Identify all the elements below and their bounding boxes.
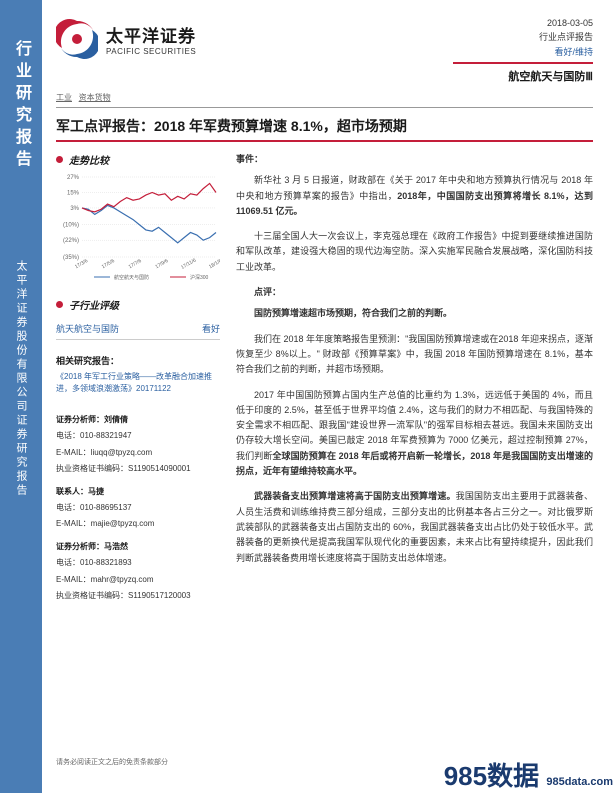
para-2: 十三届全国人大一次会议上，李克强总理在《政府工作报告》中提到要继续推进国防和军队…	[236, 229, 593, 275]
analyst-1-cert: 执业资格证书编码：S1190514090001	[56, 462, 220, 476]
svg-text:航空航天与国防: 航空航天与国防	[114, 274, 149, 281]
watermark: 985数据 985data.com	[444, 756, 613, 793]
related-reports: 相关研究报告： 《2018 年军工行业策略——改革融合加速推进，多领域浪潮激荡》…	[56, 354, 220, 395]
content-wrapper: 走势比较 27%15%3%(10%)(22%)(35%)17/3/617/5/6…	[56, 152, 593, 605]
svg-text:(10%): (10%)	[63, 223, 79, 229]
report-title: 军工点评报告：2018 年军费预算增速 8.1%，超市场预期	[56, 116, 593, 136]
sidebar-title-main: 行业研究报告	[9, 40, 33, 172]
analyst-3-cert: 执业资格证书编码：S1190517120003	[56, 589, 220, 603]
bullet-icon	[56, 301, 63, 308]
analyst-1-name: 证券分析师：刘倩倩	[56, 413, 220, 427]
breadcrumb: 工业 资本货物	[56, 92, 593, 108]
related-text: 《2018 年军工行业策略——改革融合加速推进，多领域浪潮激荡》20171122	[56, 371, 220, 395]
analyst-2-tel: 电话：010-88695137	[56, 501, 220, 515]
para-1: 新华社 3 月 5 日报道，财政部在《关于 2017 年中央和地方预算执行情况与…	[236, 173, 593, 219]
event-label: 事件：	[236, 152, 593, 167]
logo-cn: 太平洋证券	[106, 22, 196, 47]
logo-en: PACIFIC SECURITIES	[106, 47, 196, 56]
analyst-1-tel: 电话：010-88321947	[56, 429, 220, 443]
analyst-2-name: 联系人：马捷	[56, 485, 220, 499]
rating-value: 看好	[202, 322, 220, 335]
svg-text:(35%): (35%)	[63, 255, 79, 261]
analyst-2-email: E-MAIL：majie@tpyzq.com	[56, 517, 220, 531]
bullet-icon	[56, 156, 63, 163]
chart-title: 走势比较	[69, 152, 109, 167]
trend-chart: 27%15%3%(10%)(22%)(35%)17/3/617/5/617/7/…	[56, 173, 220, 283]
analyst-3-name: 证券分析师：马浩然	[56, 540, 220, 554]
related-title: 相关研究报告：	[56, 354, 220, 367]
svg-text:27%: 27%	[67, 175, 80, 181]
svg-text:3%: 3%	[70, 206, 79, 212]
report-date: 2018-03-05	[453, 18, 593, 28]
svg-text:17/9/6: 17/9/6	[154, 258, 169, 270]
breadcrumb-1: 工业	[56, 93, 72, 102]
para-5: 2017 年中国国防预算占国内生产总值的比重约为 1.3%，远远低于美国的 4%…	[236, 388, 593, 480]
svg-text:17/11/6: 17/11/6	[180, 257, 197, 270]
analyst-1-email: E-MAIL：liuqq@tpyzq.com	[56, 446, 220, 460]
analyst-3-tel: 电话：010-88321893	[56, 556, 220, 570]
logo-text: 太平洋证券 PACIFIC SECURITIES	[106, 22, 196, 56]
sidebar-title-sub: 太平洋证券股份有限公司证券研究报告	[13, 260, 29, 498]
report-type: 行业点评报告	[453, 30, 593, 43]
svg-text:18/1/6: 18/1/6	[208, 258, 220, 270]
svg-text:(22%): (22%)	[63, 238, 79, 244]
header: 太平洋证券 PACIFIC SECURITIES 2018-03-05 行业点评…	[56, 18, 593, 84]
para-6: 武器装备支出预算增速将高于国防支出预算增速。我国国防支出主要用于武器装备、人员生…	[236, 489, 593, 565]
svg-text:15%: 15%	[67, 190, 80, 196]
rating-row: 航天航空与国防 看好	[56, 318, 220, 340]
comment-label: 点评：	[236, 285, 593, 300]
rating-section: 航天航空与国防 看好	[56, 318, 220, 340]
left-column: 走势比较 27%15%3%(10%)(22%)(35%)17/3/617/5/6…	[56, 152, 220, 605]
main-content: 太平洋证券 PACIFIC SECURITIES 2018-03-05 行业点评…	[42, 0, 613, 793]
report-sector: 航空航天与国防Ⅲ	[453, 68, 593, 84]
analyst-section: 证券分析师：刘倩倩 电话：010-88321947 E-MAIL：liuqq@t…	[56, 413, 220, 603]
report-rating: 看好/维持	[453, 45, 593, 58]
breadcrumb-2: 资本货物	[79, 93, 111, 102]
footer: 请务必阅读正文之后的免责条款部分 985数据 985data.com	[42, 743, 613, 793]
header-divider	[453, 62, 593, 64]
para-3: 国防预算增速超市场预期，符合我们之前的判断。	[236, 306, 593, 321]
header-meta: 2018-03-05 行业点评报告 看好/维持 航空航天与国防Ⅲ	[453, 18, 593, 84]
logo-section: 太平洋证券 PACIFIC SECURITIES	[56, 18, 196, 60]
rating-label: 航天航空与国防	[56, 322, 126, 335]
chart-section-head: 走势比较	[56, 152, 220, 167]
svg-text:17/7/6: 17/7/6	[128, 258, 143, 270]
right-column: 事件： 新华社 3 月 5 日报道，财政部在《关于 2017 年中央和地方预算执…	[236, 152, 593, 605]
analyst-3-email: E-MAIL：mahr@tpyzq.com	[56, 573, 220, 587]
svg-text:沪深300: 沪深300	[190, 274, 209, 281]
rating-title: 子行业评级	[69, 297, 119, 312]
svg-text:17/5/6: 17/5/6	[101, 258, 116, 270]
rating-section-head: 子行业评级	[56, 297, 220, 312]
sidebar: 行业研究报告 太平洋证券股份有限公司证券研究报告	[0, 0, 42, 793]
title-divider	[56, 140, 593, 142]
para-4: 我们在 2018 年年度策略报告里预测："我国国防预算增速或在2018 年迎来拐…	[236, 332, 593, 378]
logo-icon	[56, 18, 98, 60]
